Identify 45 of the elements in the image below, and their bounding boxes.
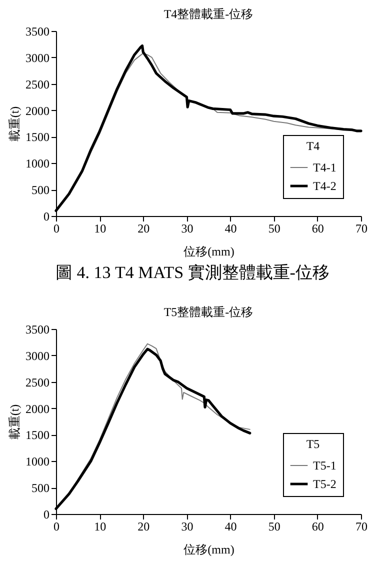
x-tick-label: 50 xyxy=(268,222,280,236)
x-tick-label: 40 xyxy=(224,222,237,236)
x-tick-label: 30 xyxy=(181,520,194,534)
x-tick-label: 40 xyxy=(224,520,237,534)
x-tick-label: 0 xyxy=(54,520,60,534)
y-tick-label: 2000 xyxy=(26,402,50,416)
chart-title: T5整體載重-位移 xyxy=(164,305,254,319)
y-tick-label: 0 xyxy=(44,508,50,522)
x-tick-label: 50 xyxy=(268,520,280,534)
x-axis-title: 位移(mm) xyxy=(184,244,234,258)
y-tick-label: 500 xyxy=(32,183,50,198)
legend-label: T4-2 xyxy=(313,179,336,193)
y-axis-title: 載重(t) xyxy=(8,404,22,440)
x-tick-label: 60 xyxy=(312,520,324,534)
y-tick-label: 0 xyxy=(44,210,50,224)
x-tick-label: 70 xyxy=(356,520,368,534)
x-tick-label: 10 xyxy=(94,520,106,534)
x-axis-title: 位移(mm) xyxy=(184,542,234,556)
y-tick-label: 3500 xyxy=(26,322,50,336)
x-tick-label: 20 xyxy=(138,222,150,236)
y-tick-label: 3000 xyxy=(26,348,50,363)
legend-label: T4-1 xyxy=(313,160,336,174)
y-tick-label: 2000 xyxy=(26,104,50,118)
legend-title: T4 xyxy=(306,139,320,153)
legend-title: T5 xyxy=(306,437,320,451)
y-tick-label: 3000 xyxy=(26,50,50,65)
x-tick-label: 0 xyxy=(54,222,60,236)
caption: 圖 4. 13 T4 MATS 實測整體載重-位移 xyxy=(54,262,330,284)
y-tick-label: 3500 xyxy=(26,24,50,38)
x-tick-label: 30 xyxy=(181,222,194,236)
x-tick-label: 60 xyxy=(312,222,324,236)
y-tick-label: 1000 xyxy=(26,454,50,469)
y-tick-label: 1500 xyxy=(26,428,50,442)
y-tick-label: 500 xyxy=(32,481,50,496)
chart-title: T4整體載重-位移 xyxy=(164,7,254,21)
y-tick-label: 1000 xyxy=(26,156,50,171)
legend-label: T5-1 xyxy=(313,458,336,472)
x-tick-label: 70 xyxy=(356,222,368,236)
legend-label: T5-2 xyxy=(313,477,336,491)
y-tick-label: 1500 xyxy=(26,130,50,144)
x-tick-label: 10 xyxy=(94,222,106,236)
y-tick-label: 2500 xyxy=(26,375,50,390)
y-axis-title: 載重(t) xyxy=(8,106,22,142)
y-tick-label: 2500 xyxy=(26,77,50,92)
x-tick-label: 20 xyxy=(138,520,150,534)
